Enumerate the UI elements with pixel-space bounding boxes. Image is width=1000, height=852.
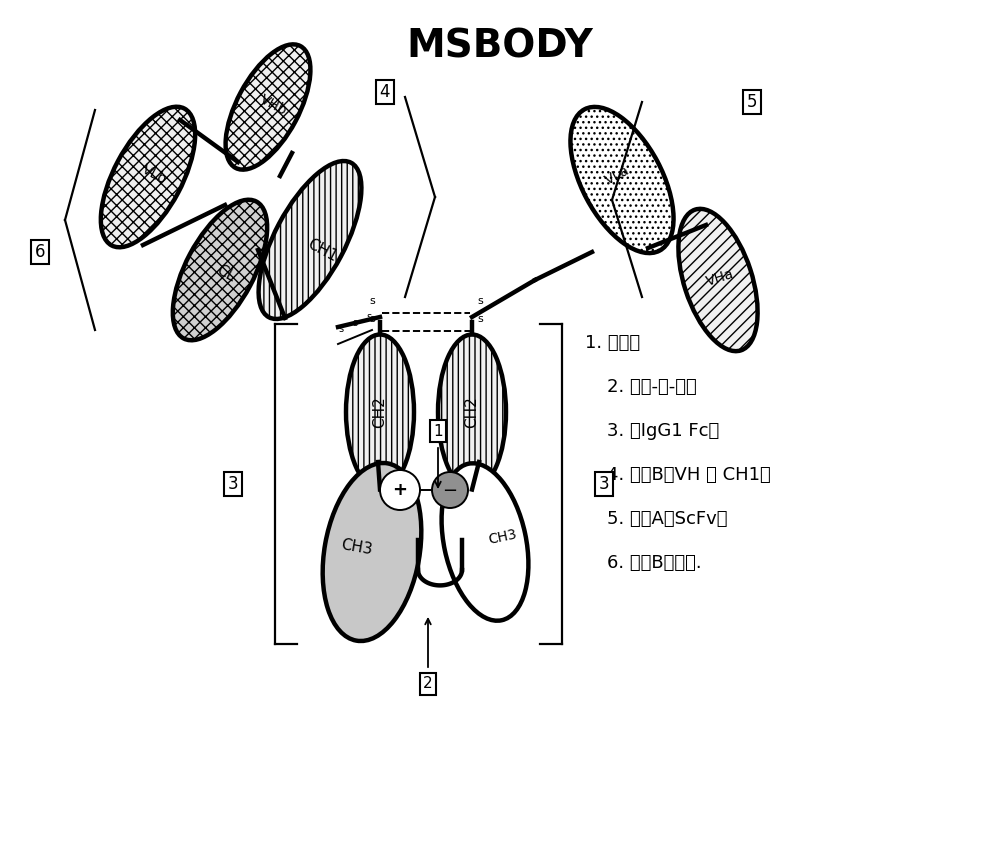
Text: 5: 5 [747, 93, 757, 111]
Text: MSBODY: MSBODY [407, 27, 593, 65]
Ellipse shape [259, 161, 361, 319]
Text: 4. 抗体B的VH 和 CH1；: 4. 抗体B的VH 和 CH1； [607, 466, 771, 484]
Circle shape [380, 470, 420, 510]
Ellipse shape [438, 335, 506, 490]
Ellipse shape [226, 44, 310, 170]
Text: VHb: VHb [257, 92, 289, 118]
Text: VHa: VHa [704, 267, 736, 289]
Circle shape [432, 472, 468, 508]
Text: CH1: CH1 [304, 236, 340, 264]
Text: 6: 6 [35, 243, 45, 261]
Ellipse shape [101, 106, 195, 247]
Text: CH3: CH3 [340, 537, 374, 557]
Text: 6. 抗体B的轻链.: 6. 抗体B的轻链. [607, 554, 702, 572]
Text: +: + [392, 481, 408, 499]
Text: 4: 4 [380, 83, 390, 101]
Text: VLb: VLb [139, 163, 169, 187]
Ellipse shape [442, 463, 528, 621]
Text: VLa: VLa [602, 163, 632, 187]
Ellipse shape [323, 463, 421, 641]
Text: 1. 盐桥；: 1. 盐桥； [585, 334, 640, 352]
Text: s: s [366, 313, 371, 322]
Text: 3: 3 [228, 475, 238, 493]
Text: 5. 抗体A的ScFv；: 5. 抗体A的ScFv； [607, 510, 727, 528]
Text: CH2: CH2 [372, 396, 388, 428]
Text: CH2: CH2 [464, 396, 480, 428]
Text: s: s [369, 314, 375, 324]
Text: s: s [477, 314, 483, 324]
Ellipse shape [678, 209, 758, 351]
Text: s: s [339, 324, 344, 334]
Text: 3. 人IgG1 Fc；: 3. 人IgG1 Fc； [607, 422, 719, 440]
Text: CL: CL [214, 263, 238, 285]
Text: −: − [442, 482, 458, 500]
Ellipse shape [173, 199, 267, 340]
Text: 2. 隆突-入-穴；: 2. 隆突-入-穴； [607, 378, 697, 396]
Text: 2: 2 [423, 676, 433, 692]
Text: s: s [477, 296, 483, 306]
Text: CH3: CH3 [487, 527, 519, 547]
Text: s: s [352, 318, 358, 328]
Ellipse shape [570, 106, 674, 253]
Text: 1: 1 [433, 423, 443, 439]
Ellipse shape [346, 335, 414, 490]
Text: 3: 3 [599, 475, 609, 493]
Text: s: s [369, 296, 375, 306]
